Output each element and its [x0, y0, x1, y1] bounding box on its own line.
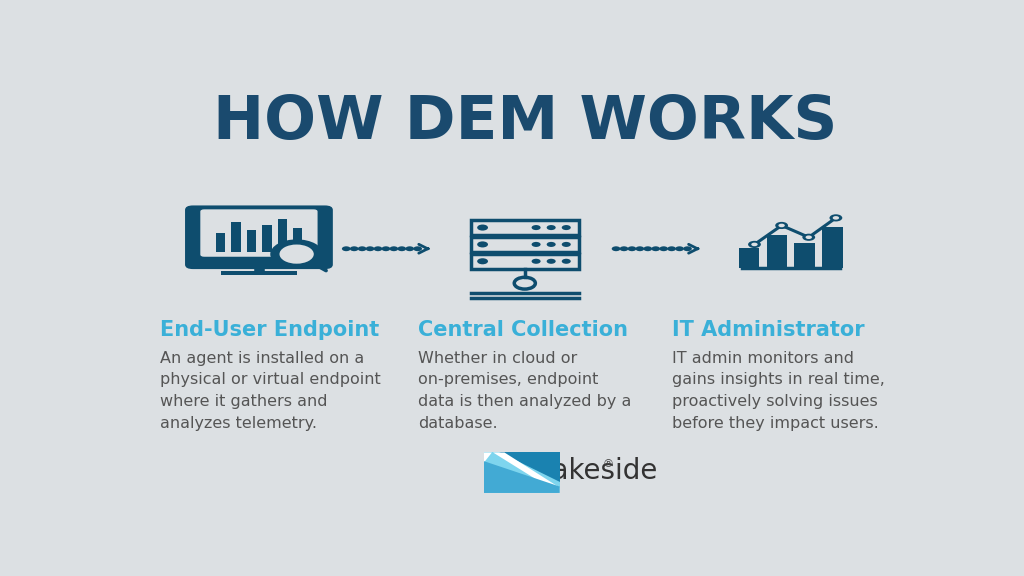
Bar — [278, 219, 287, 252]
Polygon shape — [499, 453, 560, 482]
Bar — [738, 248, 759, 268]
Text: ®: ® — [602, 459, 613, 469]
Circle shape — [374, 247, 382, 251]
Circle shape — [628, 247, 636, 251]
Circle shape — [342, 247, 350, 251]
Circle shape — [547, 225, 556, 230]
Circle shape — [668, 247, 676, 251]
Circle shape — [659, 247, 668, 251]
FancyBboxPatch shape — [185, 206, 333, 269]
Bar — [262, 225, 271, 252]
Circle shape — [547, 242, 556, 247]
Circle shape — [643, 247, 652, 251]
Text: HOW DEM WORKS: HOW DEM WORKS — [213, 93, 837, 152]
Text: An agent is installed on a
physical or virtual endpoint
where it gathers and
ana: An agent is installed on a physical or v… — [160, 351, 381, 430]
Bar — [293, 228, 302, 252]
Circle shape — [531, 259, 541, 264]
Bar — [767, 236, 786, 268]
Bar — [247, 230, 256, 252]
Circle shape — [611, 247, 621, 251]
Circle shape — [397, 247, 407, 251]
Circle shape — [280, 245, 313, 264]
Bar — [822, 228, 843, 268]
Text: Lakeside: Lakeside — [537, 457, 658, 484]
Circle shape — [806, 236, 812, 239]
Circle shape — [389, 247, 398, 251]
Circle shape — [414, 247, 422, 251]
Circle shape — [357, 247, 367, 251]
Polygon shape — [483, 453, 492, 463]
Text: Central Collection: Central Collection — [418, 320, 628, 340]
Circle shape — [829, 214, 843, 221]
Circle shape — [531, 242, 541, 247]
Circle shape — [477, 241, 488, 248]
Circle shape — [547, 259, 556, 264]
Bar — [231, 222, 241, 252]
Circle shape — [477, 225, 488, 230]
Text: Whether in cloud or
on-premises, endpoint
data is then analyzed by a
database.: Whether in cloud or on-premises, endpoin… — [418, 351, 631, 430]
Circle shape — [620, 247, 629, 251]
Circle shape — [406, 247, 414, 251]
Bar — [221, 271, 297, 275]
Circle shape — [651, 247, 660, 251]
Bar — [216, 233, 225, 252]
Circle shape — [477, 258, 488, 264]
Text: IT Administrator: IT Administrator — [672, 320, 864, 340]
Text: IT admin monitors and
gains insights in real time,
proactively solving issues
be: IT admin monitors and gains insights in … — [672, 351, 885, 430]
Circle shape — [749, 241, 761, 248]
Circle shape — [803, 234, 815, 241]
Polygon shape — [494, 453, 560, 494]
Circle shape — [531, 225, 541, 230]
Circle shape — [833, 216, 839, 219]
Circle shape — [350, 247, 358, 251]
Circle shape — [366, 247, 375, 251]
Circle shape — [562, 242, 570, 247]
Circle shape — [562, 259, 570, 264]
Circle shape — [270, 240, 323, 269]
FancyBboxPatch shape — [481, 451, 562, 494]
Circle shape — [562, 225, 570, 230]
Bar — [795, 243, 815, 268]
Circle shape — [752, 242, 758, 246]
Text: End-User Endpoint: End-User Endpoint — [160, 320, 379, 340]
Circle shape — [636, 247, 644, 251]
Polygon shape — [483, 461, 560, 493]
FancyBboxPatch shape — [201, 209, 317, 257]
Circle shape — [778, 223, 784, 228]
Circle shape — [382, 247, 390, 251]
Circle shape — [683, 247, 692, 251]
Circle shape — [775, 222, 788, 229]
Circle shape — [675, 247, 684, 251]
